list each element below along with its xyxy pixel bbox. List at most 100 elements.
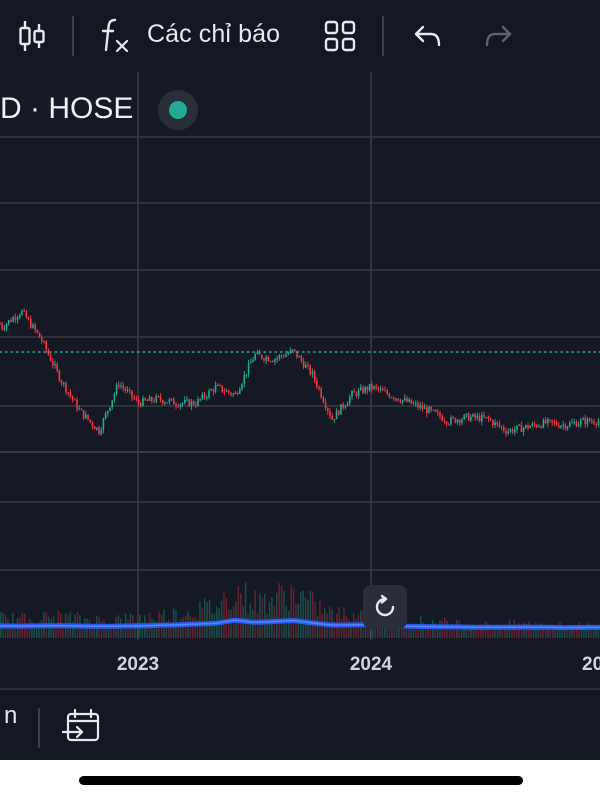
- volume-bar: [141, 622, 144, 638]
- volume-bar: [225, 598, 228, 638]
- volume-bar: [525, 623, 528, 638]
- volume-bar: [288, 610, 290, 638]
- volume-bar: [62, 625, 64, 638]
- volume-bar: [580, 625, 583, 638]
- volume-bar: [561, 625, 564, 638]
- volume-bar: [340, 618, 343, 638]
- candle-body: [463, 414, 465, 420]
- volume-bar: [309, 590, 312, 638]
- redo-button[interactable]: [476, 14, 520, 58]
- price-chart[interactable]: 2023 2024 20: [0, 72, 600, 688]
- candle-body: [228, 390, 230, 393]
- candle-body: [241, 384, 243, 390]
- candle-body: [368, 383, 371, 391]
- volume-bar: [496, 625, 499, 638]
- volume-bar: [110, 624, 112, 638]
- volume-bar: [429, 624, 432, 638]
- candle-body: [448, 423, 450, 425]
- chart-canvas[interactable]: 2023 2024 20: [0, 72, 600, 688]
- candle-body: [159, 396, 162, 401]
- candle-body: [338, 410, 340, 415]
- volume-bar: [314, 601, 316, 638]
- volume-bar: [40, 620, 43, 638]
- chart-type-button[interactable]: [10, 14, 54, 58]
- candle-body: [507, 431, 509, 434]
- candle-body: [340, 404, 342, 415]
- candle-body: [307, 364, 309, 366]
- volume-bar: [81, 623, 84, 638]
- go-to-date-button[interactable]: [61, 706, 104, 748]
- candle-body: [419, 405, 421, 408]
- candle-body: [58, 370, 61, 381]
- volume-bar: [410, 624, 412, 638]
- candle-body: [232, 393, 234, 395]
- candle-body: [96, 427, 98, 430]
- candle-body: [263, 358, 265, 361]
- candle-body: [353, 391, 355, 393]
- candle-body: [190, 401, 193, 407]
- candle-body: [107, 410, 109, 414]
- timeframe-label-partial[interactable]: n: [4, 702, 18, 729]
- indicators-label[interactable]: Các chỉ báo: [147, 20, 281, 48]
- candle-body: [397, 398, 399, 401]
- volume-bar: [290, 585, 292, 638]
- candle-body: [527, 425, 529, 429]
- candle-body: [593, 421, 595, 424]
- undo-button[interactable]: [406, 14, 450, 58]
- volume-bar: [463, 625, 465, 638]
- volume-bar: [247, 613, 249, 638]
- volume-bar: [271, 596, 273, 638]
- candle-body: [390, 397, 393, 399]
- candle-body: [239, 389, 241, 394]
- candle-body: [111, 400, 113, 408]
- candle-body: [355, 392, 358, 396]
- volume-bar: [506, 625, 508, 638]
- candle-body: [16, 317, 19, 320]
- volume-bar: [168, 619, 170, 638]
- volume-bar: [564, 628, 566, 638]
- volume-bar: [50, 619, 52, 638]
- candle-body: [93, 426, 96, 430]
- candle-body: [536, 424, 538, 427]
- indicators-button[interactable]: [98, 14, 298, 58]
- candle-body: [333, 419, 336, 421]
- volume-bar: [146, 623, 148, 638]
- volume-bar: [100, 621, 103, 638]
- candle-body: [214, 385, 217, 392]
- volume-bar: [348, 619, 350, 638]
- candle-body: [529, 426, 531, 429]
- reset-chart-button[interactable]: [363, 585, 407, 629]
- candle-body: [225, 390, 228, 392]
- volume-bar: [460, 629, 463, 638]
- candle-body: [582, 418, 584, 420]
- candle-body: [384, 390, 386, 392]
- candle-body: [135, 398, 138, 400]
- volume-bar: [415, 625, 417, 638]
- layout-button[interactable]: [318, 14, 362, 58]
- home-indicator[interactable]: [79, 776, 523, 785]
- candle-body: [410, 399, 413, 404]
- volume-ma-highlight: [0, 619, 600, 629]
- candle-body: [518, 424, 520, 426]
- candle-body: [217, 384, 219, 386]
- volume-bar: [182, 617, 184, 638]
- candle-body: [316, 379, 318, 387]
- candle-body: [63, 382, 65, 384]
- candle-body: [401, 399, 404, 403]
- candle-body: [379, 388, 382, 390]
- candle-body: [272, 361, 274, 363]
- candle-body: [542, 419, 545, 428]
- candle-body: [551, 420, 553, 423]
- volume-bar: [535, 622, 537, 638]
- candle-body: [562, 424, 564, 426]
- symbol-exchange-label[interactable]: D · HOSE: [0, 92, 134, 125]
- volume-bar: [494, 625, 496, 638]
- volume-bar: [220, 600, 223, 638]
- candle-body: [437, 411, 439, 413]
- candle-body: [219, 384, 221, 386]
- candle-body: [505, 430, 507, 434]
- candle-body: [43, 341, 45, 343]
- candle-body: [230, 392, 232, 395]
- candle-body: [371, 383, 373, 389]
- candle-body: [115, 384, 118, 394]
